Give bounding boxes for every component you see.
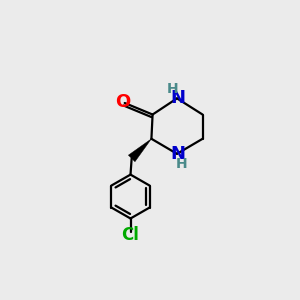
Polygon shape: [128, 139, 152, 162]
Text: Cl: Cl: [122, 226, 140, 244]
Text: H: H: [176, 157, 188, 170]
Text: H: H: [167, 82, 178, 96]
Text: N: N: [170, 145, 185, 163]
Text: O: O: [115, 93, 130, 111]
Text: N: N: [170, 89, 185, 107]
